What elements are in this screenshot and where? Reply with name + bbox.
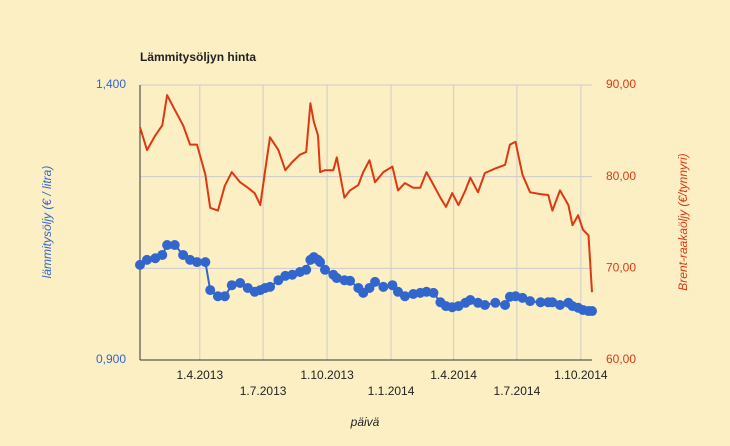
- point: [157, 249, 168, 260]
- point: [490, 297, 501, 308]
- point: [525, 296, 536, 307]
- y2-tick-label: 70,00: [606, 261, 636, 275]
- point: [226, 280, 237, 291]
- point: [205, 285, 216, 296]
- point: [345, 275, 356, 286]
- point: [479, 300, 490, 310]
- y2-tick-label: 80,00: [606, 169, 636, 183]
- point: [555, 300, 566, 310]
- point: [315, 257, 326, 268]
- point: [219, 291, 230, 302]
- point: [178, 249, 189, 260]
- point: [287, 269, 298, 280]
- point: [212, 291, 223, 302]
- point: [200, 257, 211, 268]
- point: [378, 281, 389, 292]
- point: [169, 240, 180, 251]
- point: [301, 264, 312, 275]
- y-tick-label: 0,900: [96, 352, 126, 366]
- y2-tick-label: 90,00: [606, 77, 636, 91]
- point: [265, 281, 276, 292]
- point: [319, 264, 330, 275]
- y-tick-label: 1,400: [96, 77, 126, 91]
- x-tick-label: 1.10.2014: [554, 368, 608, 382]
- point: [465, 295, 476, 306]
- x-tick-label: 1.7.2014: [494, 384, 541, 398]
- point: [331, 273, 342, 284]
- x-axis-title: päivä: [350, 415, 380, 429]
- x-tick-label: 1.1.2014: [368, 384, 415, 398]
- x-tick-label: 1.4.2013: [176, 368, 223, 382]
- point: [235, 278, 246, 288]
- point: [500, 300, 511, 310]
- point: [587, 306, 597, 317]
- point: [517, 292, 528, 303]
- chart-title: Lämmitysöljyn hinta: [140, 50, 256, 64]
- point: [428, 287, 439, 298]
- series-line: [139, 94, 593, 293]
- point: [141, 254, 152, 265]
- point: [535, 297, 546, 308]
- x-tick-label: 1.7.2013: [240, 384, 287, 398]
- x-tick-label: 1.10.2013: [300, 368, 354, 382]
- point: [399, 291, 410, 302]
- point: [370, 276, 381, 287]
- y2-tick-label: 60,00: [606, 352, 636, 366]
- point: [192, 257, 203, 268]
- y-axis-title: lämmitysöljy (€ / litra): [40, 166, 54, 279]
- point: [162, 240, 173, 251]
- point: [387, 280, 398, 291]
- point: [547, 297, 558, 308]
- x-tick-label: 1.4.2014: [430, 368, 477, 382]
- y2-axis-title: Brent-raakaöljy (€/tynnyri): [676, 153, 690, 290]
- point: [135, 259, 145, 270]
